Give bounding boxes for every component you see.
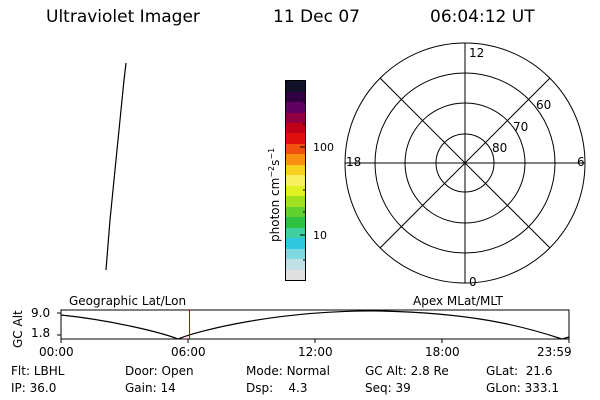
mlt-12-label: 12 [469,46,485,60]
colorbar-segment [286,154,305,165]
x-tick-label: 00:00 [39,345,74,359]
mlt-0-label: 0 [469,275,477,289]
colorbar-segment [286,164,305,176]
strip-frame [60,309,570,340]
status-gain: Gain: 14 [125,381,176,395]
altitude-curve [60,310,570,340]
colorbar-segment [286,269,305,280]
status-glon: GLon: 333.1 [486,381,559,395]
colorbar-segment [286,91,305,103]
colorbar-segment [286,259,305,270]
status-mode: Mode: Normal [246,364,330,378]
colorbar-tick-10: 10 [313,229,327,242]
status-gcalt: GC Alt: 2.8 Re [365,364,449,378]
colorbar-segment [286,133,305,144]
geographic-latlon-label: Geographic Lat/Lon [69,294,187,308]
status-dsp: Dsp: 4.3 [246,381,308,395]
colorbar-segment [286,196,305,207]
status-ip: IP: 36.0 [11,381,57,395]
apex-mlat-mlt-label: Apex MLat/MLT [413,294,503,308]
date-label: 11 Dec 07 [273,7,360,27]
colorbar-segment [286,102,305,113]
colorbar-tick-100: 100 [313,141,334,154]
colorbar-segment [286,112,305,123]
mlt-6-label: 6 [577,155,585,169]
y-max-label: 9.0 [31,306,51,320]
mlt-18-label: 18 [346,155,362,169]
status-flt: Flt: LBHL [11,364,65,378]
color-bar [285,80,306,281]
status-seq: Seq: 39 [365,381,411,395]
status-door: Door: Open [125,364,194,378]
x-tick-label: 06:00 [171,345,206,359]
colorbar-segment [286,175,305,186]
x-tick-label: 23:59 [537,345,572,359]
polar-diagonal-2 [379,77,551,249]
x-tick-label: 18:00 [425,345,460,359]
time-label: 06:04:12 UT [430,7,535,27]
earth-limb-line [105,62,127,271]
lat-60-label: 60 [536,98,552,112]
colorbar-segment [286,81,305,92]
colorbar-segment [286,227,305,239]
lat-80-label: 80 [492,141,508,155]
x-tick-label: 12:00 [298,345,333,359]
colorbar-segment [286,238,305,249]
y-min-label: 1.8 [31,326,51,340]
colorbar-segment [286,185,305,197]
colorbar-segment [286,143,305,155]
lat-70-label: 70 [513,120,529,134]
instrument-title: Ultraviolet Imager [46,7,200,27]
colorbar-segment [286,217,305,228]
status-glat: GLat: 21.6 [486,364,553,378]
colorbar-segment [286,248,305,260]
colorbar-segment [286,122,305,134]
colorbar-segment [286,206,305,218]
